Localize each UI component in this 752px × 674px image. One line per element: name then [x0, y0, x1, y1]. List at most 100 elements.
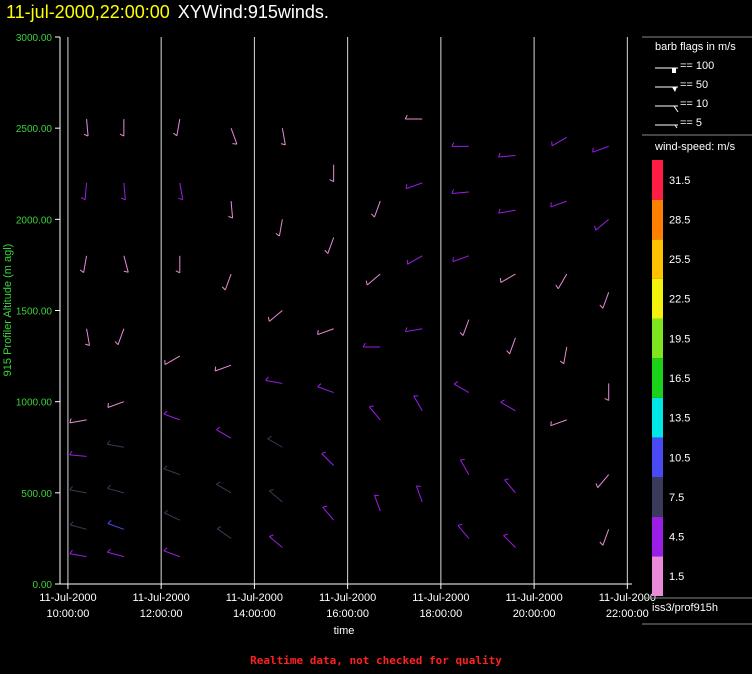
barb-shaft	[107, 551, 124, 558]
wind-barb-77	[594, 218, 610, 231]
barb-flag	[221, 286, 226, 291]
barb-flag	[324, 249, 329, 254]
speed-legend-title: wind-speed: m/s	[654, 141, 736, 153]
speed-label-4: 13.5	[669, 413, 690, 425]
wind-barb-18	[172, 118, 181, 137]
wind-barb-71	[551, 136, 567, 147]
wind-barb-20	[175, 255, 181, 274]
wind-barb-52	[405, 182, 423, 190]
barb-shaft	[214, 364, 232, 372]
barb-flag	[322, 505, 328, 508]
x-axis-label: time	[334, 625, 355, 637]
barb-shaft	[453, 383, 470, 393]
axes	[59, 37, 632, 585]
wind-barb-66	[500, 273, 516, 283]
barb-flag	[164, 509, 169, 514]
wind-barb-68	[500, 399, 516, 412]
wind-barb-16	[107, 520, 125, 530]
wind-barbs	[69, 114, 610, 558]
speed-swatch-4	[652, 397, 663, 438]
wind-barb-39	[269, 534, 283, 548]
wind-barb-56	[415, 485, 423, 503]
barb-shaft	[216, 429, 232, 439]
barb-shaft	[413, 395, 423, 412]
wind-barb-43	[317, 383, 334, 394]
barb-legend-label: == 5	[680, 117, 702, 129]
barb-shaft	[321, 453, 334, 466]
barb-flag	[163, 410, 168, 415]
wind-barb-57	[451, 142, 469, 147]
barb-flag	[232, 143, 237, 145]
barb-flag	[321, 451, 327, 454]
x-tick-date-5: 11-Jul-2000	[505, 592, 562, 604]
barb-shaft	[592, 145, 609, 153]
barb-flag	[329, 179, 334, 183]
wind-barb-21	[164, 355, 181, 366]
wind-barb-50	[373, 494, 381, 512]
x-tick-time-1: 12:00:00	[140, 608, 183, 620]
wind-barb-65	[498, 208, 516, 214]
barb-flag	[275, 232, 280, 237]
speed-swatch-0	[652, 556, 663, 596]
barb-flag	[362, 342, 366, 348]
barb-flag	[216, 426, 221, 431]
barb-shaft	[322, 506, 335, 521]
barb-shaft	[230, 127, 238, 145]
barb-flag	[107, 402, 109, 408]
barb-shaft	[107, 401, 125, 408]
barb-flag	[280, 143, 286, 146]
barb-shaft	[69, 419, 87, 424]
barb-shaft	[267, 438, 283, 448]
quality-warning: Realtime data, not checked for quality	[250, 654, 502, 667]
barb-shaft	[503, 535, 516, 548]
wind-barb-40	[329, 164, 335, 183]
barb-flag	[114, 341, 119, 346]
barb-flag	[120, 197, 126, 201]
y-ticks: 0.00 500.00 1000.00 1500.00 2000.00 2500.00 30…	[16, 33, 60, 591]
barb-flag	[119, 133, 125, 137]
wind-barb-49	[368, 405, 381, 421]
barb-shaft	[317, 328, 334, 336]
barb-flag	[599, 541, 604, 546]
barb-shaft	[69, 489, 87, 494]
speed-swatch-6	[652, 318, 663, 359]
barb-shaft	[107, 523, 125, 530]
speed-label-6: 19.5	[669, 333, 690, 345]
y-tick-label-6: 3000.00	[16, 33, 53, 44]
x-tick-date-3: 11-Jul-2000	[319, 592, 376, 604]
barb-legend-label: == 10	[680, 98, 708, 110]
barb-shaft	[498, 209, 516, 214]
barb-shaft	[498, 155, 516, 158]
wind-barb-54	[405, 327, 423, 333]
plot-name: XYWind:915winds.	[177, 2, 329, 22]
wind-barb-80	[595, 474, 610, 488]
barb-flag	[228, 215, 233, 219]
wind-barb-22	[163, 410, 180, 421]
speed-swatch-8	[652, 239, 663, 279]
barb-flag	[371, 213, 375, 218]
barb-flag	[81, 196, 86, 201]
wind-barb-47	[365, 273, 381, 286]
barb-shaft	[500, 273, 516, 283]
barb-flag	[107, 520, 112, 524]
speed-label-5: 16.5	[669, 373, 690, 385]
wind-barb-5	[69, 450, 87, 457]
speed-label-1: 4.5	[669, 532, 684, 544]
barb-shaft	[163, 550, 180, 558]
wind-barb-31	[216, 481, 232, 494]
barb-legend-label: == 50	[680, 79, 708, 91]
barb-shaft	[164, 355, 181, 366]
barb-shaft	[224, 273, 232, 291]
barb-flag	[365, 280, 368, 286]
barb-shaft	[123, 255, 129, 273]
barb-flag	[163, 547, 168, 552]
barb-flag	[369, 405, 374, 408]
speed-swatch-9	[652, 199, 663, 240]
barb-shaft	[86, 119, 89, 137]
wind-barb-8	[69, 549, 87, 558]
x-tick-time-2: 14:00:00	[233, 608, 276, 620]
barb-shaft	[406, 182, 423, 190]
wind-barb-12	[114, 328, 125, 346]
barb-flag	[163, 465, 168, 470]
wind-barb-48	[362, 342, 381, 348]
